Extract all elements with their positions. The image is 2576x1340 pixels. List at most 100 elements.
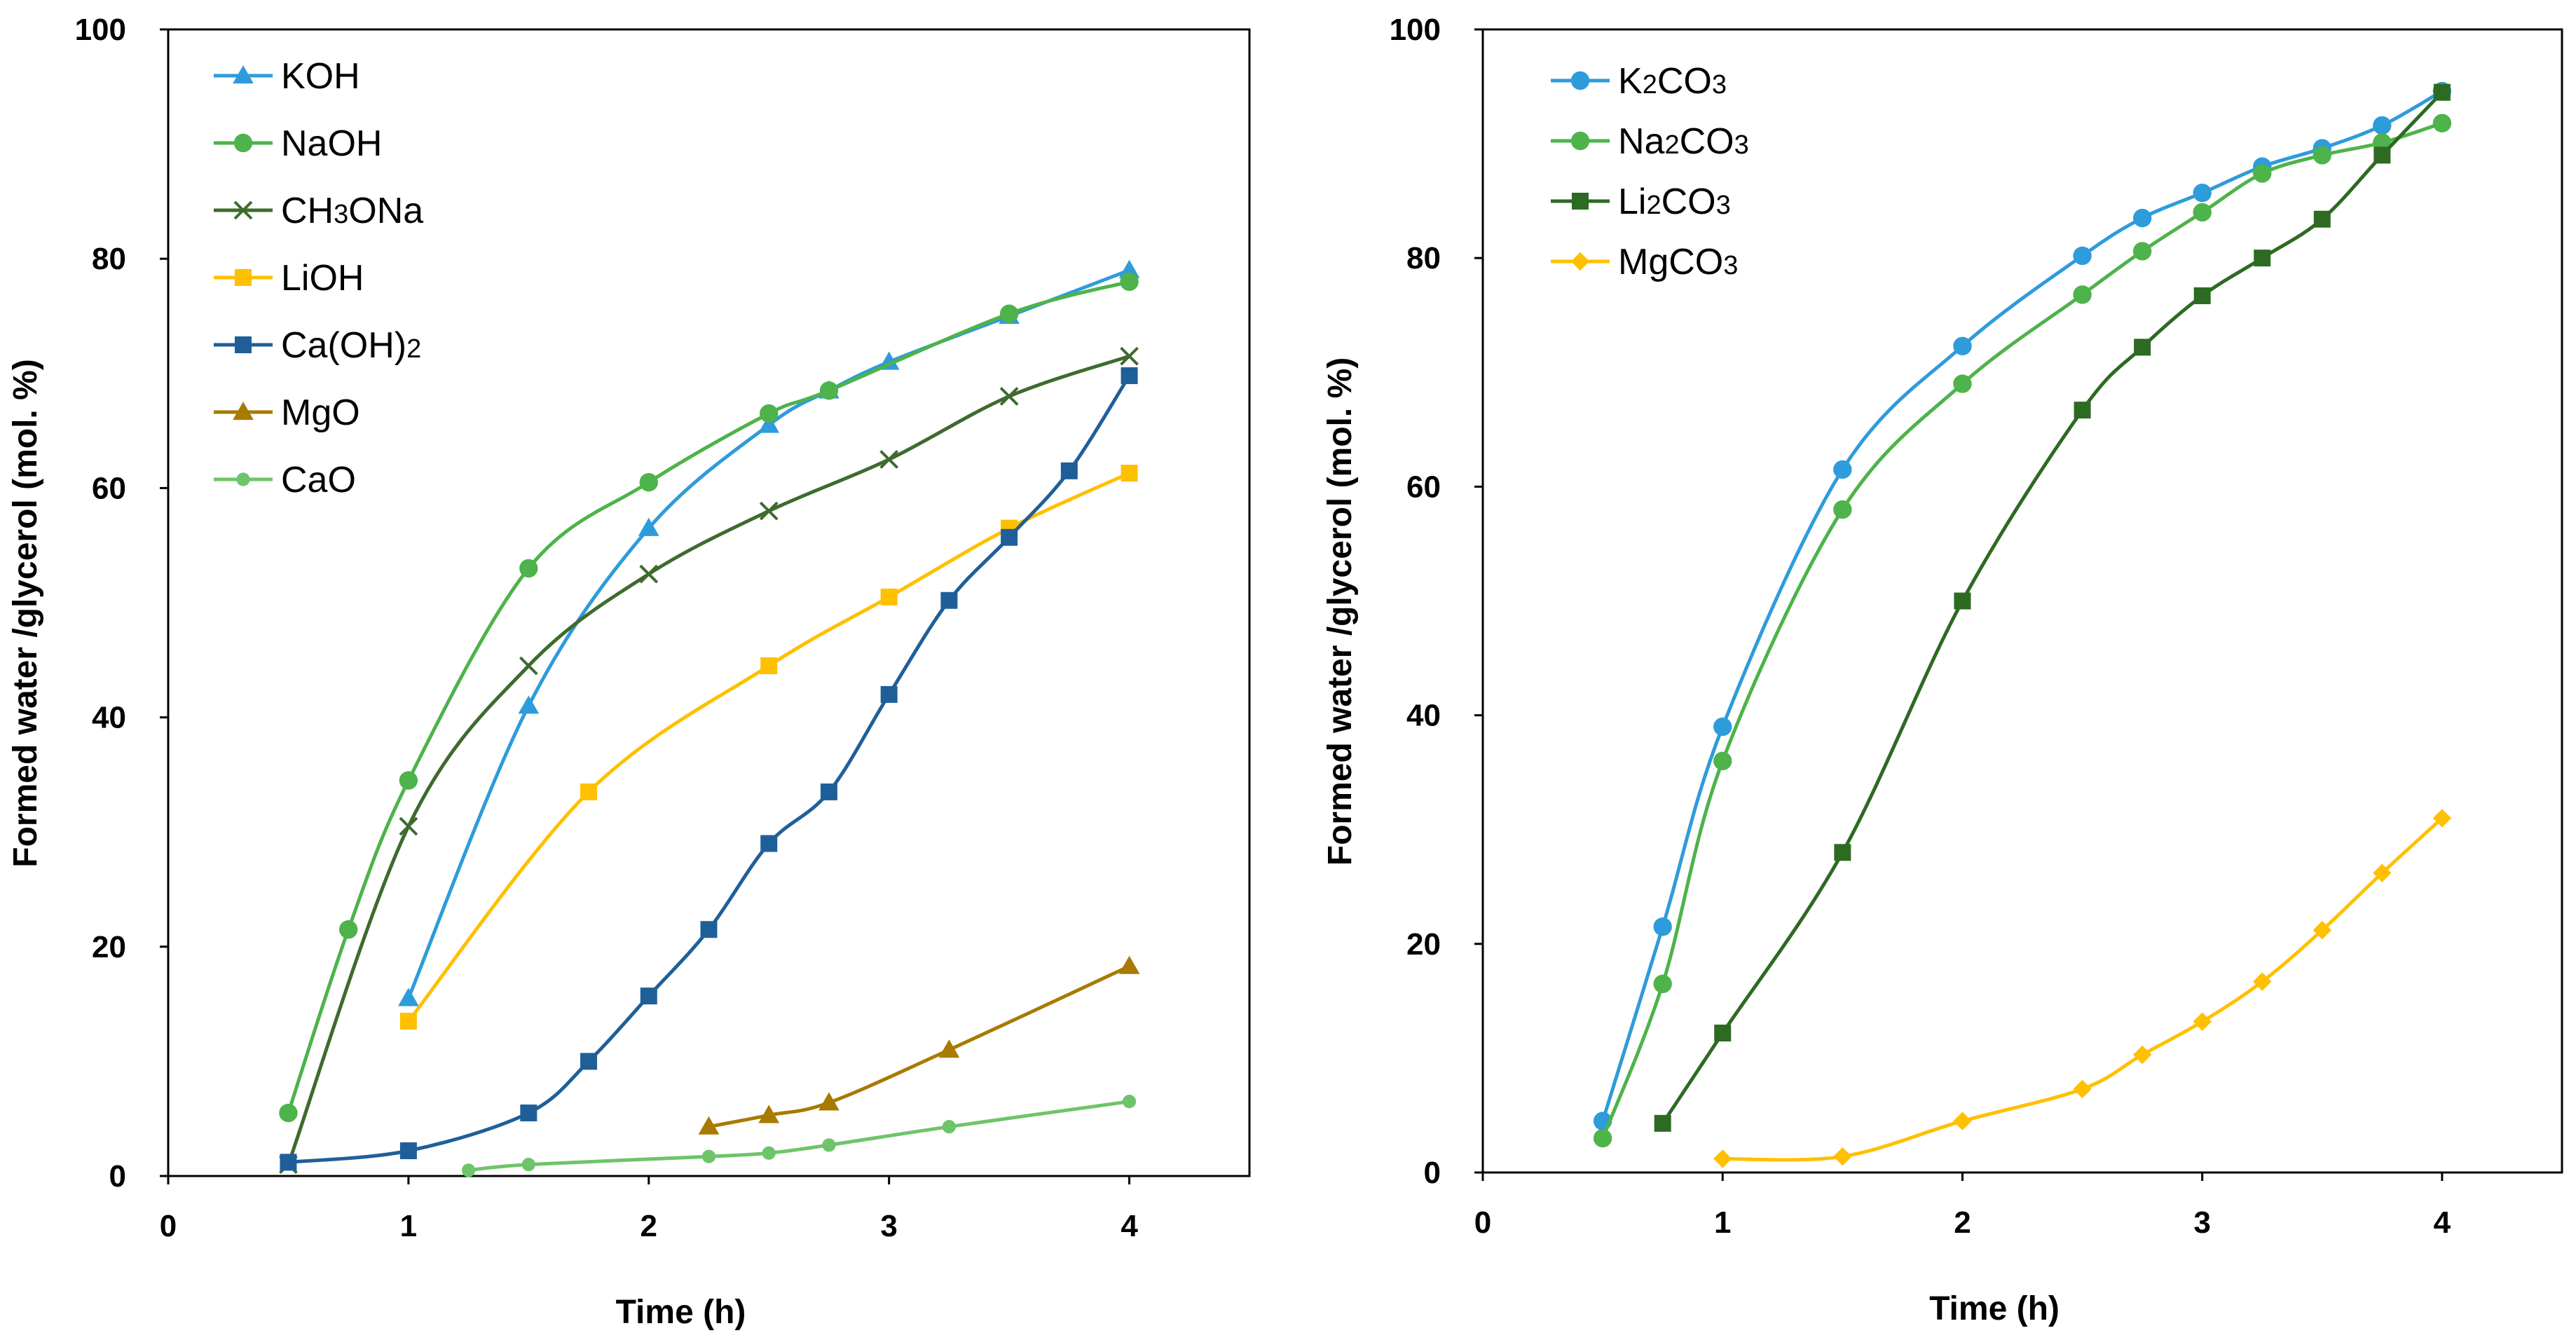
x-tick-label: 1 <box>400 1209 417 1243</box>
data-point-ca-oh-2 <box>1121 367 1138 385</box>
legend-label: Ca(OH)2 <box>281 325 421 366</box>
legend-label: K2CO3 <box>1618 61 1727 102</box>
x-tick-label: 3 <box>2193 1205 2210 1240</box>
legend-label: MgCO3 <box>1618 242 1738 282</box>
data-point-naoh <box>1120 272 1139 292</box>
data-point-ch3ona <box>759 501 779 521</box>
legend-marker <box>236 472 250 486</box>
x-tick-label: 2 <box>640 1209 657 1243</box>
series-li2co3 <box>1654 83 2451 1132</box>
x-axis-title: Time (h) <box>616 1294 746 1331</box>
legend-item-mgo: MgO <box>214 392 360 433</box>
data-point-na2co3 <box>2073 285 2092 304</box>
data-point-mgco3 <box>2313 921 2331 940</box>
data-point-cao <box>701 1149 716 1163</box>
data-point-naoh <box>819 381 839 400</box>
data-point-cao <box>822 1138 836 1152</box>
legend-label: NaOH <box>281 123 382 164</box>
y-tick-label: 60 <box>1406 470 1441 504</box>
data-point-cao <box>1122 1095 1137 1109</box>
data-point-k2co3 <box>1833 460 1852 479</box>
data-point-ch3ona <box>639 564 659 584</box>
data-point-na2co3 <box>1833 500 1852 519</box>
x-tick-label: 2 <box>1954 1205 1971 1240</box>
legend-marker <box>233 402 254 421</box>
data-point-mgo <box>698 1116 720 1135</box>
y-tick-label: 100 <box>1390 13 1441 47</box>
data-point-naoh <box>639 473 658 492</box>
legend-marker <box>235 336 252 353</box>
legend-marker <box>233 65 254 84</box>
data-point-naoh <box>519 559 538 578</box>
data-point-li2co3 <box>1714 1025 1732 1042</box>
data-point-k2co3 <box>1953 336 1972 355</box>
legend-marker <box>233 133 253 153</box>
legend: KOH NaOH CH3ONa LiOH Ca(OH)2 MgO CaO <box>214 56 423 500</box>
legend-label: CH3ONa <box>281 191 423 231</box>
series-lioh <box>399 465 1138 1030</box>
data-point-naoh <box>338 920 358 939</box>
data-point-ca-oh-2 <box>280 1154 297 1171</box>
data-point-li2co3 <box>1834 844 1851 861</box>
data-point-mgco3 <box>2373 863 2392 882</box>
y-axis-title: Formed water /glycerol (mol. %) <box>7 359 44 867</box>
series-na2co3 <box>1593 114 2452 1148</box>
data-point-mgco3 <box>2073 1079 2092 1099</box>
data-point-ch3ona <box>879 450 899 469</box>
data-point-ch3ona <box>1120 346 1139 366</box>
series-ch3ona <box>279 346 1139 1175</box>
x-axis-title: Time (h) <box>1929 1290 2060 1327</box>
legend-item-naoh: NaOH <box>214 123 382 164</box>
data-point-na2co3 <box>2432 114 2452 132</box>
series-line-k2co3 <box>1601 89 2444 1123</box>
legend-item-ca-oh-2: Ca(OH)2 <box>214 325 421 366</box>
data-point-ca-oh-2 <box>1001 528 1018 546</box>
data-point-mgco3 <box>2193 1012 2212 1031</box>
data-point-koh <box>398 987 419 1006</box>
data-point-mgco3 <box>2253 972 2272 991</box>
plot-frame <box>167 28 1251 1177</box>
data-point-mgo <box>818 1092 840 1111</box>
data-point-ca-oh-2 <box>760 835 778 852</box>
legend-item-mgco3: MgCO3 <box>1551 242 1738 282</box>
series-line-koh <box>406 268 1132 1000</box>
data-point-cao <box>462 1163 476 1177</box>
series-koh <box>398 259 1140 1006</box>
legend-label: KOH <box>281 56 360 97</box>
data-point-ca-oh-2 <box>700 921 718 938</box>
legend-item-ch3ona: CH3ONa <box>214 191 423 231</box>
data-point-ca-oh-2 <box>520 1105 537 1122</box>
data-point-na2co3 <box>1953 374 1972 393</box>
data-point-li2co3 <box>2134 339 2151 356</box>
data-point-k2co3 <box>1713 717 1732 737</box>
legend-label: LiOH <box>281 258 364 299</box>
series-ca-oh-2 <box>280 367 1138 1171</box>
data-point-mgco3 <box>1713 1149 1732 1168</box>
series-line-ch3ona <box>286 354 1132 1167</box>
legend: K2CO3 Na2CO3 Li2CO3 MgCO3 <box>1551 61 1749 282</box>
series-line-mgco3 <box>1720 816 2444 1162</box>
y-tick-label: 80 <box>92 242 126 276</box>
y-tick-label: 40 <box>92 701 126 735</box>
legend-item-lioh: LiOH <box>214 258 364 299</box>
legend-marker <box>1570 252 1590 271</box>
x-tick-label: 4 <box>2434 1205 2451 1240</box>
series-line-naoh <box>286 280 1132 1115</box>
y-axis-title: Formed water /glycerol (mol. %) <box>1322 357 1359 866</box>
legend-marker <box>235 269 252 286</box>
y-tick-label: 20 <box>92 930 126 964</box>
data-point-li2co3 <box>1654 1114 1671 1132</box>
plot-frame <box>1481 28 2563 1174</box>
legend-label: MgO <box>281 392 360 433</box>
data-point-naoh <box>399 771 418 790</box>
data-point-lioh <box>880 588 898 606</box>
data-point-koh <box>638 517 659 536</box>
data-point-ca-oh-2 <box>820 783 837 800</box>
y-tick-label: 60 <box>92 471 126 505</box>
x-tick-label: 1 <box>1714 1205 1731 1240</box>
data-point-k2co3 <box>2373 116 2392 135</box>
chart-right: 0 20 40 60 80 100 0 1 2 3 4 Time (h) Formed water /g… <box>1322 13 2563 1327</box>
y-tick-label: 100 <box>75 13 126 47</box>
series-mgo <box>698 955 1140 1135</box>
